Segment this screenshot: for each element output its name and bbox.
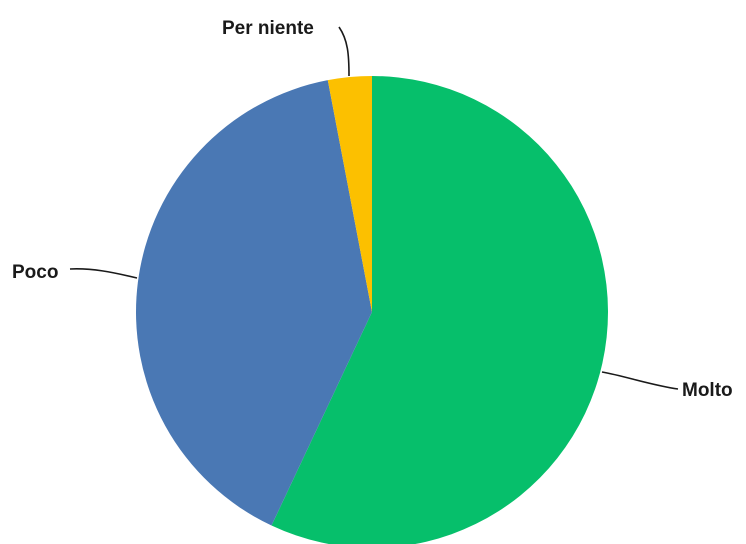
leader-lines: [69, 26, 679, 390]
leader-line-poco: [69, 268, 138, 279]
leader-line-per-niente: [338, 26, 350, 77]
pie-slice-poco: [136, 80, 372, 526]
leader-line-molto: [601, 371, 679, 390]
slice-label-molto: Molto: [682, 380, 733, 401]
pie-slices: [136, 76, 608, 544]
slice-label-per-niente: Per niente: [222, 18, 314, 39]
pie-slice-per-niente: [327, 76, 372, 312]
slice-label-poco: Poco: [12, 262, 58, 283]
pie-slice-molto: [271, 76, 608, 544]
slice-labels: Molto Poco Per niente: [12, 18, 733, 401]
